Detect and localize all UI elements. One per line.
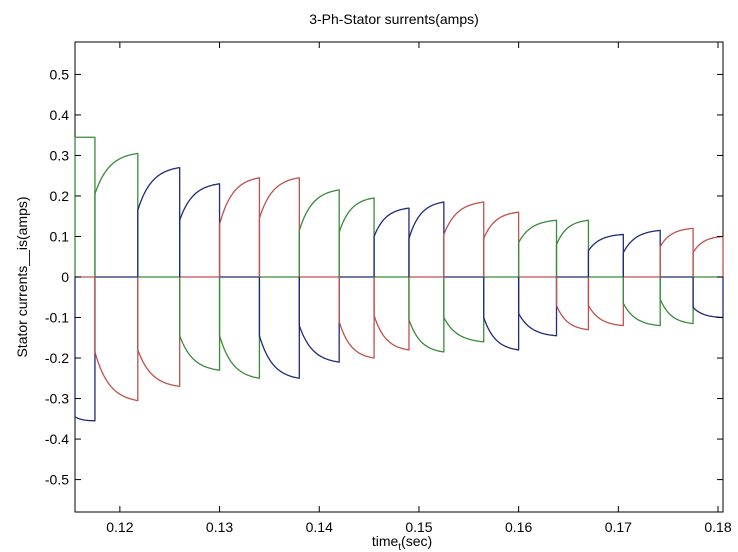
negative-trace-segment xyxy=(338,277,375,359)
current-traces xyxy=(74,136,724,422)
y-tick-label: 0.2 xyxy=(50,188,70,204)
y-tick-label: 0 xyxy=(61,269,69,285)
y-axis-label: Stator currents__is(amps) xyxy=(14,196,30,357)
y-tick-label: -0.5 xyxy=(45,472,69,488)
negative-trace-segment xyxy=(218,277,261,379)
negative-trace-segment xyxy=(298,277,340,363)
negative-trace-segment xyxy=(483,277,520,351)
x-axis: 0.12 0.13 0.14 0.15 0.16 0.17 0.18 xyxy=(106,42,732,535)
positive-trace-segment xyxy=(94,152,139,277)
positive-trace-segment xyxy=(373,207,410,277)
positive-trace-segment xyxy=(587,233,624,277)
y-tick-label: -0.3 xyxy=(45,391,69,407)
negative-trace-segment xyxy=(258,277,300,379)
positive-trace-segment xyxy=(443,201,485,277)
negative-trace-segment xyxy=(587,277,624,327)
y-axis: 0.5 0.4 0.3 0.2 0.1 0 -0.1 -0.2 -0.3 -0.4 -0.5 xyxy=(45,66,723,488)
positive-trace-segment xyxy=(74,136,96,277)
y-tick-label: -0.4 xyxy=(45,431,69,447)
positive-trace-segment xyxy=(137,166,181,277)
negative-trace-segment xyxy=(443,277,485,343)
y-tick-label: 0.1 xyxy=(50,228,70,244)
negative-trace-segment xyxy=(659,277,694,325)
positive-trace-segment xyxy=(483,211,520,277)
x-tick-label: 0.15 xyxy=(405,519,432,535)
negative-trace-segment xyxy=(555,277,590,331)
positive-trace-segment xyxy=(179,183,221,277)
positive-trace-segment xyxy=(622,229,661,277)
negative-trace-segment xyxy=(517,277,558,337)
negative-trace-segment xyxy=(373,277,410,351)
x-tick-label: 0.17 xyxy=(605,519,632,535)
x-tick-label: 0.14 xyxy=(306,519,333,535)
positive-trace-segment xyxy=(258,177,300,277)
x-axis-label-main: time xyxy=(372,533,399,549)
positive-trace-segment xyxy=(338,197,375,277)
negative-trace-segment xyxy=(94,277,139,402)
positive-trace-segment xyxy=(517,219,558,277)
x-axis-label-suffix: (sec) xyxy=(401,533,432,549)
positive-trace-segment xyxy=(298,189,340,277)
x-axis-label: timet(sec) xyxy=(372,533,432,552)
x-tick-label: 0.13 xyxy=(206,519,233,535)
x-tick-label: 0.16 xyxy=(505,519,532,535)
positive-trace-segment xyxy=(218,177,261,277)
x-tick-label: 0.18 xyxy=(704,519,731,535)
y-tick-label: 0.4 xyxy=(50,107,70,123)
negative-trace-segment xyxy=(408,277,445,353)
y-tick-label: -0.1 xyxy=(45,310,69,326)
y-tick-label: -0.2 xyxy=(45,350,69,366)
negative-trace-segment xyxy=(179,277,221,371)
x-axis-label-subscript: t xyxy=(398,542,401,552)
positive-trace-segment xyxy=(555,219,590,277)
negative-trace-segment xyxy=(622,277,661,327)
positive-trace-segment xyxy=(408,201,445,277)
negative-trace-segment xyxy=(74,277,96,422)
x-tick-label: 0.12 xyxy=(106,519,133,535)
negative-trace-segment xyxy=(137,277,181,388)
positive-trace-segment xyxy=(659,227,694,277)
chart-title: 3-Ph-Stator surrents(amps) xyxy=(309,11,479,27)
y-tick-label: 0.3 xyxy=(50,147,70,163)
y-tick-label: 0.5 xyxy=(50,66,70,82)
